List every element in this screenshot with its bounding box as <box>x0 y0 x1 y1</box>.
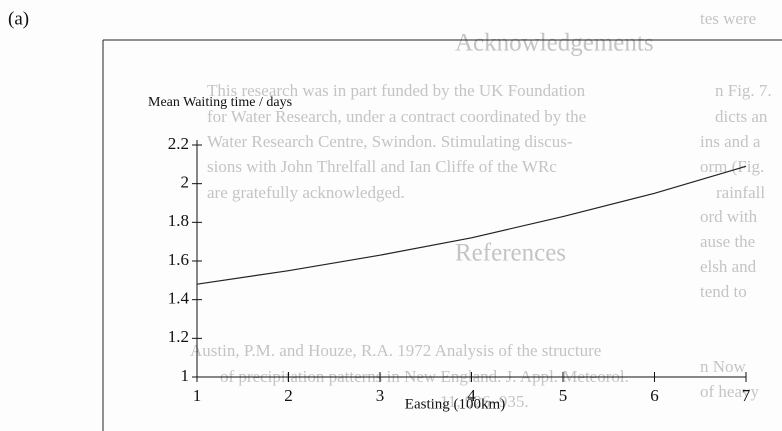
background-text: ause the <box>700 232 755 251</box>
background-text: ord with <box>700 207 758 226</box>
y-tick-label: 2.2 <box>168 134 189 153</box>
y-tick-label: 1.6 <box>168 250 189 269</box>
x-tick-label: 2 <box>284 386 293 405</box>
background-text: rainfall <box>716 183 765 202</box>
background-text: tend to <box>700 282 747 301</box>
background-text: elsh and <box>700 257 757 276</box>
y-tick-label: 1.4 <box>168 289 190 308</box>
y-tick-label: 1 <box>181 366 190 385</box>
background-text: Acknowledgements <box>455 30 654 57</box>
x-tick-label: 1 <box>193 386 202 405</box>
data-line <box>196 165 747 285</box>
x-tick-label: 4 <box>467 386 476 405</box>
bleed-through-text: tes were Acknowledgements This research wa… <box>190 9 772 411</box>
y-tick-label: 1.8 <box>168 211 189 230</box>
x-axis-label: Easting (100km) <box>405 396 505 412</box>
background-text: dicts an <box>715 107 768 126</box>
background-text: n Now <box>700 357 747 376</box>
y-tick-label: 2 <box>181 173 190 192</box>
background-text: of heavy <box>700 382 760 401</box>
background-text: Austin, P.M. and Houze, R.A. 1972 Analys… <box>190 341 601 360</box>
background-text: for Water Research, under a contract coo… <box>207 107 586 126</box>
background-text: Water Research Centre, Swindon. Stimulat… <box>207 132 573 151</box>
x-tick-label: 7 <box>742 386 751 405</box>
background-text: n Fig. 7. <box>715 81 772 100</box>
background-text: This research was in part funded by the … <box>207 81 586 100</box>
background-text: ins and a <box>700 132 761 151</box>
background-text: 11, 926–935. <box>440 392 529 411</box>
background-text: are gratefully acknowledged. <box>207 183 405 202</box>
background-text: orm (Fig. <box>700 157 764 176</box>
x-tick-label: 6 <box>650 386 659 405</box>
x-tick-label: 5 <box>559 386 568 405</box>
panel-label: (a) <box>8 8 29 29</box>
x-tick-label: 3 <box>376 386 385 405</box>
background-text: of precipitation patterns in New England… <box>220 367 629 386</box>
background-text: References <box>455 240 566 267</box>
y-tick-label: 1.2 <box>168 327 189 346</box>
background-text: tes were <box>700 9 756 28</box>
background-text: sions with John Threlfall and Ian Cliffe… <box>207 157 557 176</box>
y-axis-label: Mean Waiting time / days <box>148 95 292 110</box>
